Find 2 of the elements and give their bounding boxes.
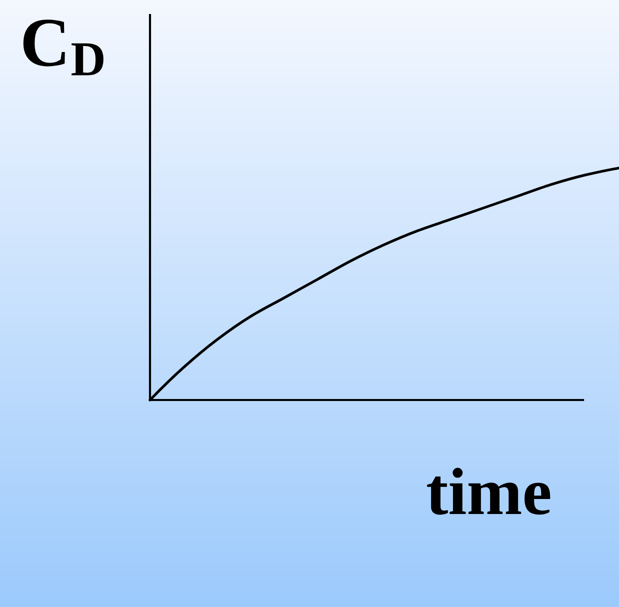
x-axis-title: time: [427, 468, 550, 515]
y-axis-title: C$_{D}$: [23, 20, 104, 76]
